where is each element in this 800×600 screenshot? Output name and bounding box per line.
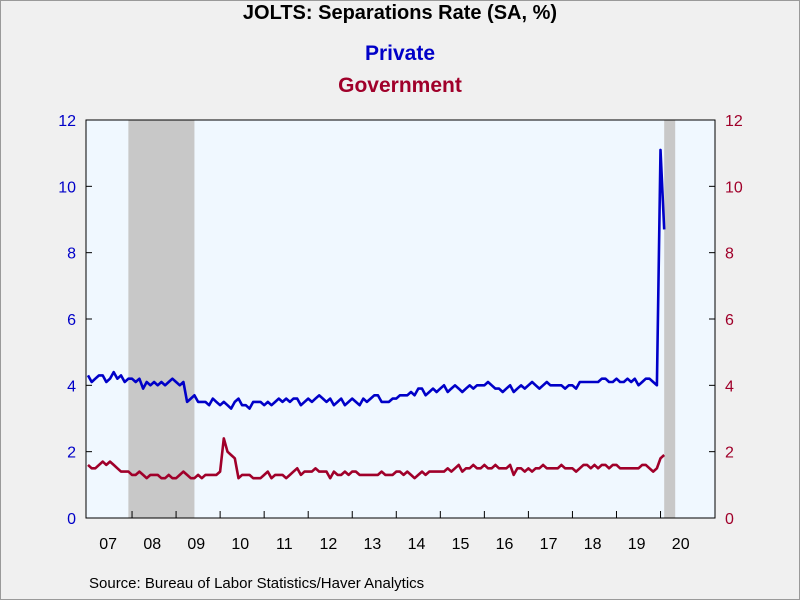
y-tick-label-right: 8	[725, 246, 734, 263]
y-tick-label-right: 10	[725, 179, 743, 196]
x-tick-label: 08	[143, 536, 161, 553]
x-tick-label: 15	[452, 536, 470, 553]
y-tick-label-left: 12	[58, 113, 76, 130]
x-tick-label: 11	[276, 536, 293, 553]
x-tick-label: 09	[187, 536, 205, 553]
x-tick-label: 20	[672, 536, 690, 553]
y-tick-label-left: 8	[67, 246, 76, 263]
y-tick-label-left: 6	[67, 312, 76, 329]
source-note: Source: Bureau of Labor Statistics/Haver…	[89, 575, 425, 592]
legend-label-government: Government	[338, 74, 462, 97]
series-line-government	[87, 437, 666, 480]
y-tick-label-right: 0	[725, 511, 734, 528]
x-tick-label: 19	[628, 536, 646, 553]
x-tick-label: 17	[540, 536, 558, 553]
y-tick-label-left: 2	[67, 445, 76, 462]
x-tick-label: 14	[408, 536, 426, 553]
y-tick-label-left: 10	[58, 179, 76, 196]
y-tick-label-left: 0	[67, 511, 76, 528]
x-tick-label: 10	[231, 536, 249, 553]
x-tick-label: 07	[99, 536, 117, 553]
chart-title: JOLTS: Separations Rate (SA, %)	[242, 2, 558, 24]
x-tick-label: 13	[364, 536, 382, 553]
x-tick-label: 16	[496, 536, 514, 553]
recession-band-2	[664, 120, 676, 518]
recession-band-1	[128, 120, 195, 518]
legend-label-private: Private	[364, 42, 436, 65]
y-tick-label-right: 6	[725, 312, 734, 329]
x-tick-label: 18	[584, 536, 602, 553]
y-tick-label-right: 12	[725, 113, 743, 130]
y-tick-label-right: 4	[725, 378, 734, 395]
y-tick-label-left: 4	[67, 378, 76, 395]
y-tick-label-right: 2	[725, 445, 734, 462]
series-line-private	[86, 148, 666, 410]
x-tick-label: 12	[319, 536, 337, 553]
